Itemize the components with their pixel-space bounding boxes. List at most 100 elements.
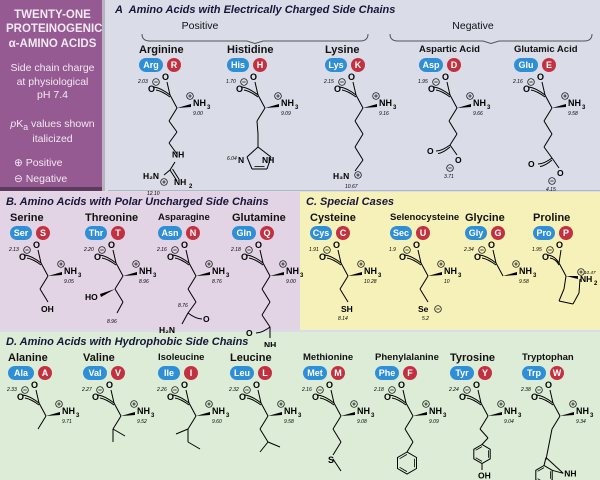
svg-text:O: O [531,392,538,402]
svg-text:9.04: 9.04 [504,419,514,425]
svg-text:NH: NH [357,406,370,416]
svg-text:3: 3 [458,273,462,279]
svg-text:O: O [545,380,552,390]
svg-text:2.16: 2.16 [512,79,523,85]
svg-text:9.71: 9.71 [62,419,72,425]
svg-text:O: O [108,240,115,250]
svg-text:9.00: 9.00 [286,279,296,285]
svg-text:O: O [427,146,434,156]
svg-text:NH: NH [172,150,184,160]
svg-text:O: O [255,240,262,250]
svg-text:2.16: 2.16 [301,387,312,393]
svg-text:OH: OH [41,304,54,314]
svg-text:2: 2 [189,184,193,190]
svg-text:O: O [19,252,26,262]
svg-text:2.13: 2.13 [8,247,19,253]
svg-text:O: O [246,328,253,338]
svg-text:9.58: 9.58 [568,111,578,117]
svg-text:3: 3 [590,413,594,419]
svg-text:O: O [459,392,466,402]
svg-text:O: O [326,380,333,390]
svg-text:2.33: 2.33 [6,387,17,393]
svg-text:2.32: 2.32 [228,387,239,393]
svg-text:O: O [33,240,40,250]
svg-text:2.38: 2.38 [520,387,531,393]
svg-text:O: O [442,72,449,82]
svg-text:10.28: 10.28 [364,279,377,285]
svg-text:NH: NH [379,98,392,108]
svg-text:1.95: 1.95 [532,247,542,253]
svg-text:2.20: 2.20 [83,247,94,253]
svg-text:3: 3 [207,105,211,111]
svg-text:O: O [428,84,435,94]
svg-text:NH: NH [174,177,186,187]
svg-text:O: O [528,159,535,169]
svg-text:2.27: 2.27 [81,387,92,393]
svg-text:NH: NH [281,98,294,108]
svg-text:S: S [328,455,334,465]
svg-text:2.18: 2.18 [373,387,384,393]
svg-text:O: O [319,252,326,262]
svg-text:SH: SH [341,304,353,314]
svg-text:NH: NH [284,406,297,416]
svg-text:O: O [523,84,530,94]
svg-text:NH: NH [504,406,517,416]
svg-text:NH: NH [564,468,576,478]
svg-text:4.15: 4.15 [546,187,556,193]
svg-text:9.60: 9.60 [212,419,222,425]
svg-text:O: O [92,392,99,402]
svg-text:O: O [250,72,257,82]
svg-text:NH: NH [64,266,77,276]
svg-text:8.14: 8.14 [338,316,348,322]
svg-text:NH: NH [139,266,152,276]
svg-text:O: O [473,380,480,390]
svg-text:O: O [181,380,188,390]
svg-text:O: O [488,240,495,250]
svg-text:3: 3 [443,413,447,419]
svg-text:8.76: 8.76 [178,303,188,309]
svg-text:2.24: 2.24 [448,387,459,393]
svg-text:NH: NH [212,406,225,416]
svg-text:10: 10 [444,279,450,285]
svg-text:NH: NH [364,266,377,276]
svg-text:3: 3 [151,413,155,419]
svg-text:NH: NH [264,340,276,347]
svg-text:O: O [239,392,246,402]
svg-text:9.08: 9.08 [357,419,367,425]
svg-text:O: O [542,252,549,262]
svg-text:9.34: 9.34 [576,419,586,425]
svg-text:1.9: 1.9 [389,247,396,253]
svg-text:NH: NH [580,274,592,284]
svg-text:O: O [162,72,169,82]
svg-text:1.91: 1.91 [309,247,319,253]
svg-text:O: O [167,252,174,262]
svg-text:9.52: 9.52 [137,419,147,425]
svg-text:9.05: 9.05 [64,279,74,285]
svg-text:O: O [253,380,260,390]
svg-text:NH: NH [429,406,442,416]
svg-text:9.09: 9.09 [429,419,439,425]
svg-text:9.58: 9.58 [519,279,529,285]
svg-text:O: O [398,380,405,390]
svg-text:10.67: 10.67 [345,184,358,190]
svg-text:3.71: 3.71 [444,174,454,180]
svg-text:3: 3 [393,105,397,111]
svg-text:O: O [348,72,355,82]
svg-text:2.34: 2.34 [463,247,474,253]
svg-text:3: 3 [76,413,80,419]
svg-text:1.95: 1.95 [418,79,428,85]
svg-text:8.96: 8.96 [107,319,117,325]
svg-text:O: O [537,72,544,82]
svg-text:9.09: 9.09 [281,111,291,117]
svg-text:NH: NH [473,98,486,108]
svg-text:H₃N: H₃N [333,171,349,181]
svg-text:H₂N: H₂N [143,171,159,181]
svg-text:NH: NH [576,406,589,416]
svg-text:O: O [203,314,210,324]
svg-text:H₂N: H₂N [159,325,175,335]
svg-text:NH: NH [444,266,457,276]
svg-text:9.16: 9.16 [379,111,389,117]
svg-text:2.16: 2.16 [156,247,167,253]
svg-text:NH: NH [286,266,299,276]
svg-text:O: O [106,380,113,390]
